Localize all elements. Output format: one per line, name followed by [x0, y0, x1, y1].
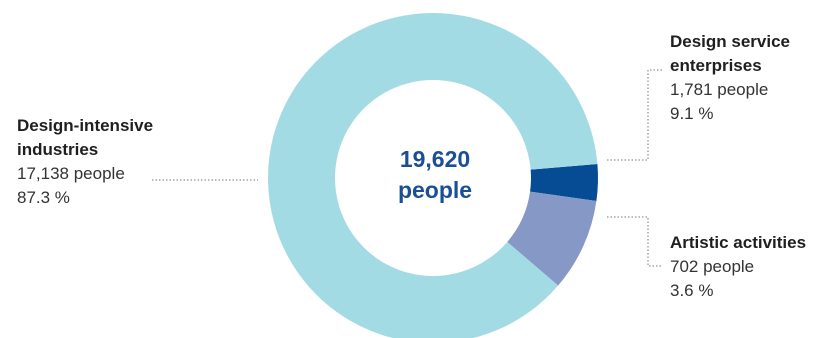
slice-design-service [507, 191, 597, 286]
leader-design-service [607, 69, 663, 161]
center-total-unit: people [397, 177, 473, 203]
label-artistic: Artistic activities 702 people 3.6 % [670, 231, 806, 303]
label-artistic-percent: 3.6 % [670, 281, 714, 300]
leader-artistic [607, 216, 663, 267]
label-design-service-name-2: enterprises [670, 56, 762, 75]
label-design-service-people: 1,781 people [670, 80, 769, 99]
slice-design-intensive [268, 13, 598, 338]
center-total-label: 19,620 people [340, 144, 530, 206]
center-total-value: 19,620 [399, 146, 471, 172]
label-artistic-people: 702 people [670, 257, 755, 276]
leader-lines [152, 69, 663, 267]
label-design-service-name-1: Design service [670, 32, 791, 51]
label-design-intensive: Design-intensive industries 17,138 peopl… [17, 114, 153, 210]
label-artistic-name: Artistic activities [670, 233, 807, 252]
label-design-intensive-name-1: Design-intensive [17, 116, 154, 135]
label-design-intensive-people: 17,138 people [17, 164, 125, 183]
label-design-service-percent: 9.1 % [670, 104, 714, 123]
slice-artistic [530, 163, 598, 201]
label-design-intensive-name-2: industries [17, 140, 99, 159]
label-design-service: Design service enterprises 1,781 people … [670, 30, 790, 126]
label-design-intensive-percent: 87.3 % [17, 188, 70, 207]
donut-slices [268, 13, 598, 338]
